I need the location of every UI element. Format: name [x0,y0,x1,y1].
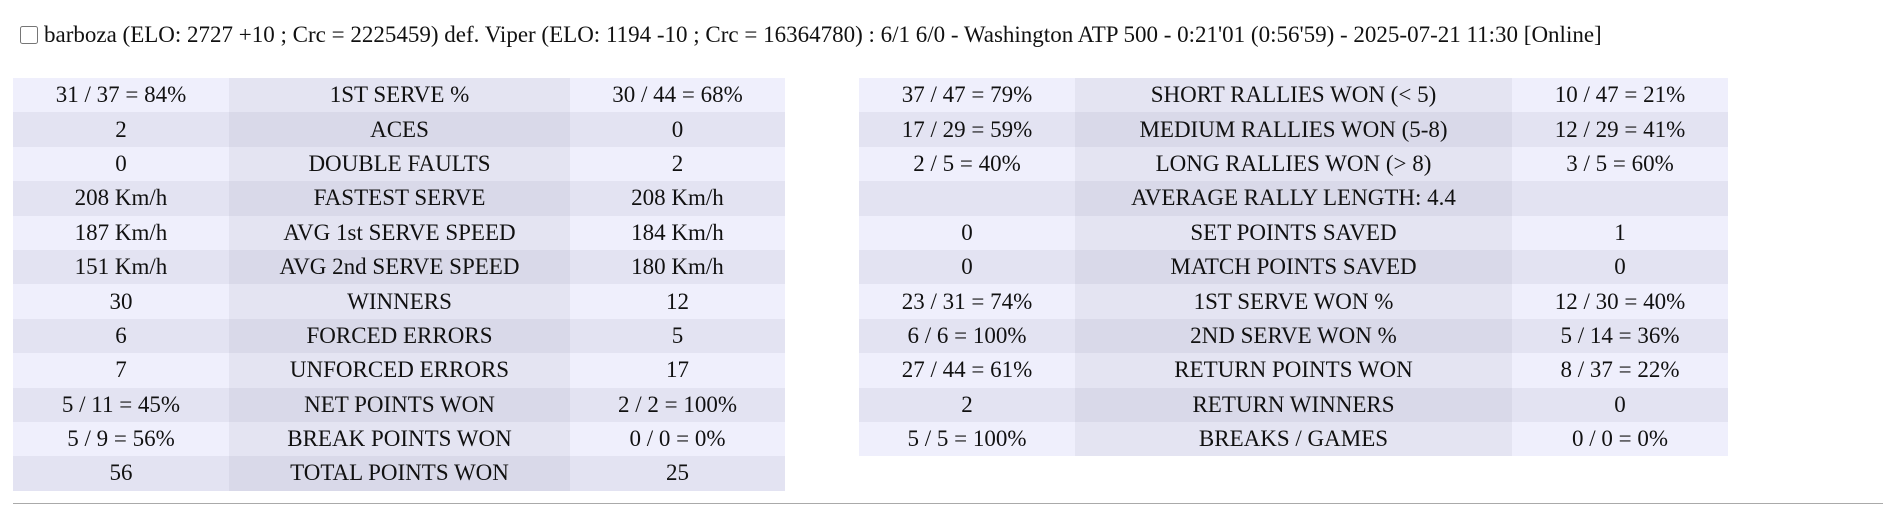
stat-value: 5 / 14 = 36% [1512,318,1728,354]
stat-value: 208 Km/h [13,181,229,216]
rally-table: 37 / 47 = 79% SHORT RALLIES WON (< 5) 10 /… [859,78,1728,457]
stat-label: ACES [229,112,570,147]
stat-value: 2 / 2 = 100% [570,387,785,422]
stat-value: 208 Km/h [570,181,785,216]
stat-value: 17 [570,353,785,388]
match-title: barboza (ELO: 2727 +10 ; Crc = 2225459) … [44,22,1602,47]
stat-row: 27 / 44 = 61% RETURN POINTS WON 8 / 37 = 2… [859,353,1728,388]
stat-value: 0 / 0 = 0% [1512,421,1728,457]
stat-row: 2 ACES 0 [13,112,785,147]
stat-value: 12 [570,284,785,319]
stat-value: 0 / 0 = 0% [570,421,785,457]
stat-value: 187 Km/h [13,215,229,250]
stat-value: 31 / 37 = 84% [13,78,229,113]
stat-row: 30 WINNERS 12 [13,284,785,319]
stat-label: MEDIUM RALLIES WON (5-8) [1075,112,1512,147]
stat-label: SET POINTS SAVED [1075,215,1512,250]
stat-label: 2ND SERVE WON % [1075,318,1512,354]
stat-label: AVG 1st SERVE SPEED [229,215,570,250]
stat-value: 10 / 47 = 21% [1512,78,1728,113]
stat-value: 37 / 47 = 79% [859,78,1075,113]
stat-value: 25 [570,456,785,491]
stat-label: AVERAGE RALLY LENGTH: 4.4 [1075,181,1512,216]
stat-label: MATCH POINTS SAVED [1075,249,1512,285]
stat-value: 180 Km/h [570,249,785,285]
stat-value: 0 [859,249,1075,285]
stat-label: 1ST SERVE % [229,78,570,113]
stat-row: 6 FORCED ERRORS 5 [13,318,785,354]
stat-value: 0 [1512,249,1728,285]
stat-row: 2 RETURN WINNERS 0 [859,387,1728,422]
stat-value: 0 [1512,387,1728,422]
stat-row: 17 / 29 = 59% MEDIUM RALLIES WON (5-8) 12 … [859,112,1728,147]
stat-row: 5 / 11 = 45% NET POINTS WON 2 / 2 = 100% [13,387,785,422]
stat-row: 0 MATCH POINTS SAVED 0 [859,249,1728,285]
stat-label: DOUBLE FAULTS [229,146,570,182]
stat-value: 56 [13,456,229,491]
stat-value: 6 / 6 = 100% [859,318,1075,354]
stat-label: FASTEST SERVE [229,181,570,216]
stat-row: 187 Km/h AVG 1st SERVE SPEED 184 Km/h [13,215,785,250]
stat-value: 8 / 37 = 22% [1512,353,1728,388]
stat-value: 184 Km/h [570,215,785,250]
stat-value: 5 / 9 = 56% [13,421,229,457]
stat-value: 2 [570,146,785,182]
stat-row: 208 Km/h FASTEST SERVE 208 Km/h [13,181,785,216]
stat-label: AVG 2nd SERVE SPEED [229,249,570,285]
stat-value: 2 / 5 = 40% [859,146,1075,182]
stat-row: 31 / 37 = 84% 1ST SERVE % 30 / 44 = 68% [13,78,785,113]
stat-row: 37 / 47 = 79% SHORT RALLIES WON (< 5) 10 /… [859,78,1728,113]
stat-row: 2 / 5 = 40% LONG RALLIES WON (> 8) 3 / 5 =… [859,146,1728,182]
stat-value: 0 [13,146,229,182]
stat-value: 0 [859,215,1075,250]
stat-label: WINNERS [229,284,570,319]
stat-row: 151 Km/h AVG 2nd SERVE SPEED 180 Km/h [13,249,785,285]
stat-label: RETURN POINTS WON [1075,353,1512,388]
stat-value: 5 [570,318,785,354]
stat-value: 1 [1512,215,1728,250]
stat-value: 2 [859,387,1075,422]
stat-label: UNFORCED ERRORS [229,353,570,388]
stat-label: RETURN WINNERS [1075,387,1512,422]
stat-row: 56 TOTAL POINTS WON 25 [13,456,785,491]
stat-row: 0 SET POINTS SAVED 1 [859,215,1728,250]
stat-value [1512,181,1728,216]
stat-value: 30 / 44 = 68% [570,78,785,113]
stat-row: 23 / 31 = 74% 1ST SERVE WON % 12 / 30 = 40… [859,284,1728,319]
stat-label: FORCED ERRORS [229,318,570,354]
stats-table: 31 / 37 = 84% 1ST SERVE % 30 / 44 = 68% 2 AC… [13,78,785,491]
stat-value: 5 / 5 = 100% [859,421,1075,457]
stat-value: 3 / 5 = 60% [1512,146,1728,182]
stat-label: NET POINTS WON [229,387,570,422]
stat-label: TOTAL POINTS WON [229,456,570,491]
stat-value: 151 Km/h [13,249,229,285]
stat-label: BREAK POINTS WON [229,421,570,457]
stat-value: 2 [13,112,229,147]
stat-label: 1ST SERVE WON % [1075,284,1512,319]
stat-row: 5 / 9 = 56% BREAK POINTS WON 0 / 0 = 0% [13,421,785,457]
stat-value: 17 / 29 = 59% [859,112,1075,147]
stat-value: 27 / 44 = 61% [859,353,1075,388]
stat-value: 12 / 29 = 41% [1512,112,1728,147]
stat-value: 6 [13,318,229,354]
stat-value [859,181,1075,216]
match-header: barboza (ELO: 2727 +10 ; Crc = 2225459) … [20,22,1602,48]
stat-row: 7 UNFORCED ERRORS 17 [13,353,785,388]
stat-label: SHORT RALLIES WON (< 5) [1075,78,1512,113]
select-checkbox[interactable] [20,26,38,44]
stat-row: 5 / 5 = 100% BREAKS / GAMES 0 / 0 = 0% [859,421,1728,457]
stat-value: 7 [13,353,229,388]
divider [13,503,1883,504]
stat-value: 23 / 31 = 74% [859,284,1075,319]
stat-value: 5 / 11 = 45% [13,387,229,422]
stat-row: 0 DOUBLE FAULTS 2 [13,146,785,182]
stat-label: BREAKS / GAMES [1075,421,1512,457]
stat-row: AVERAGE RALLY LENGTH: 4.4 [859,181,1728,216]
stat-value: 0 [570,112,785,147]
stat-value: 30 [13,284,229,319]
stat-row: 6 / 6 = 100% 2ND SERVE WON % 5 / 14 = 36% [859,318,1728,354]
stat-value: 12 / 30 = 40% [1512,284,1728,319]
stat-label: LONG RALLIES WON (> 8) [1075,146,1512,182]
